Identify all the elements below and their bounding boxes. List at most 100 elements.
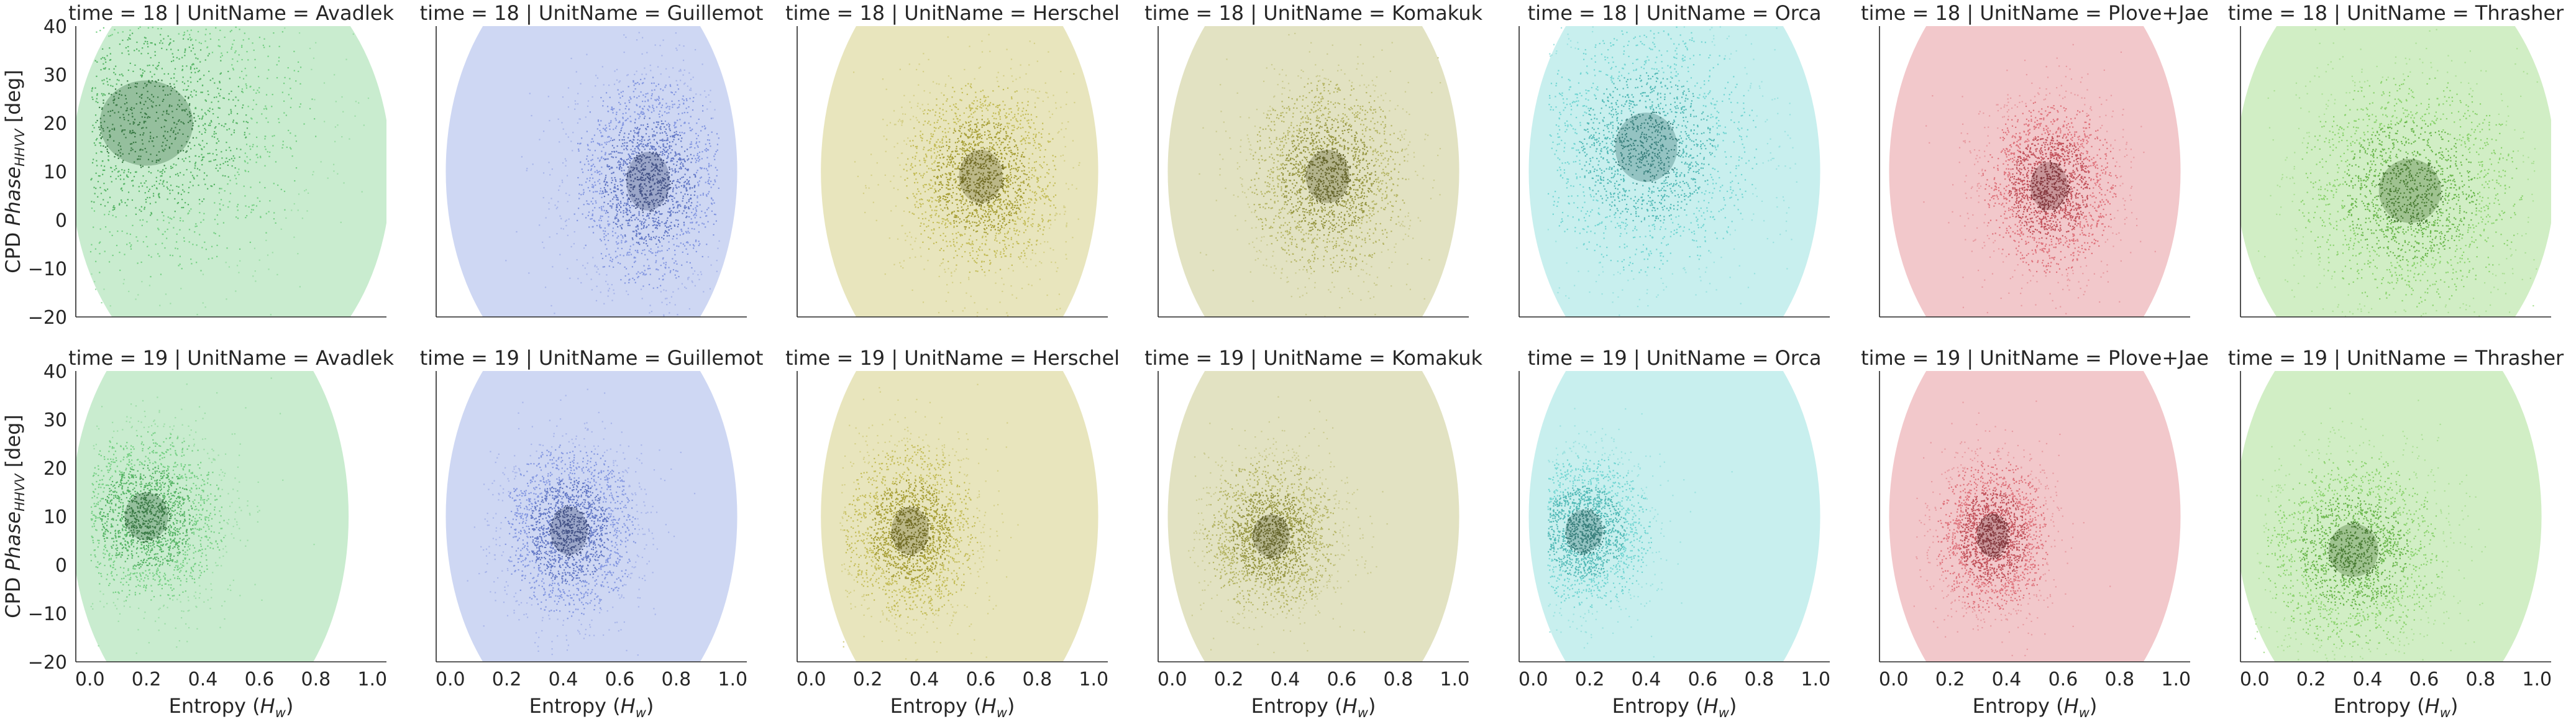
- facet-panel-t19-komakuk: time = 19 | UnitName = Komakuk 0.0 0.2 0.4 0…: [1144, 346, 1483, 719]
- y-tick-label: 20: [43, 458, 67, 480]
- scatter-points: [2254, 393, 2487, 662]
- x-tick-label: 0.2: [1214, 669, 1244, 690]
- facet-title: time = 19 | UnitName = Avadlek: [68, 346, 394, 370]
- x-axis-label: Entropy (Hw): [529, 694, 654, 719]
- x-tick-label: 0.4: [1271, 669, 1300, 690]
- facet-title: time = 18 | UnitName = Komakuk: [1144, 1, 1483, 25]
- facet-title: time = 18 | UnitName = Thrasher: [2228, 1, 2564, 25]
- density-peak: [1615, 112, 1678, 182]
- y-axis-label: CPD PhaseHHVV [deg]: [1, 70, 27, 273]
- y-tick-label: −10: [28, 259, 67, 280]
- density-peak: [2030, 162, 2068, 211]
- x-tick-label: 0.0: [2240, 669, 2270, 690]
- x-tick-label: 1.0: [357, 669, 387, 690]
- x-tick-label: 0.0: [436, 669, 465, 690]
- facet-title: time = 19 | UnitName = Guillemot: [420, 346, 764, 370]
- x-tick-label: 0.6: [605, 669, 635, 690]
- x-tick-label: 0.8: [1384, 669, 1414, 690]
- density-wash: [445, 371, 738, 662]
- x-tick-label: 0.4: [2353, 669, 2383, 690]
- x-tick-label: 0.2: [132, 669, 162, 690]
- x-tick-label: 0.6: [966, 669, 996, 690]
- x-tick-label: 0.6: [1327, 669, 1357, 690]
- scatter-points: [90, 377, 315, 654]
- x-axis-label: Entropy (Hw): [1973, 694, 2098, 719]
- scatter-points: [1913, 400, 2111, 657]
- density-peak: [626, 152, 670, 211]
- x-tick-label: 0.0: [1879, 669, 1909, 690]
- scatter-points: [839, 383, 1019, 661]
- density-peak: [1305, 149, 1350, 203]
- x-axis-label: Entropy (Hw): [1251, 694, 1376, 719]
- facet-panel-t18-guillemot: time = 18 | UnitName = Guillemot: [420, 1, 764, 318]
- y-tick-label: −20: [28, 307, 67, 329]
- y-tick-label: 0: [55, 555, 67, 577]
- facet-panel-t18-plove-jae: time = 18 | UnitName = Plove+Jae: [1861, 1, 2209, 318]
- facet-title: time = 19 | UnitName = Plove+Jae: [1861, 346, 2209, 370]
- x-tick-label: 0.6: [245, 669, 275, 690]
- scatter-points: [2258, 29, 2538, 317]
- density-wash: [1167, 26, 1459, 317]
- x-tick-label: 1.0: [718, 669, 747, 690]
- x-tick-label: 1.0: [2161, 669, 2191, 690]
- facet-panel-t19-thrasher: time = 19 | UnitName = Thrasher 0.0 0.2 0.4…: [2228, 346, 2564, 719]
- x-tick-label: 0.2: [1575, 669, 1605, 690]
- facet-panel-t19-avadlek: time = 19 | UnitName = Avadlek −20 −10 0 10 2…: [1, 346, 394, 719]
- scatter-points: [1547, 408, 1733, 658]
- facet-title: time = 18 | UnitName = Guillemot: [420, 1, 764, 25]
- x-tick-label: 0.8: [1023, 669, 1053, 690]
- facet-panel-t19-plove-jae: time = 19 | UnitName = Plove+Jae 0.0 0.2 0.…: [1861, 346, 2209, 719]
- density-peak: [550, 506, 588, 556]
- x-tick-label: 0.2: [492, 669, 522, 690]
- scatter-points: [1188, 396, 1388, 654]
- x-tick-label: 1.0: [1440, 669, 1469, 690]
- x-tick-label: 1.0: [2522, 669, 2552, 690]
- x-tick-label: 0.8: [2466, 669, 2496, 690]
- y-tick-label: 30: [43, 65, 67, 86]
- scatter-points: [467, 388, 696, 656]
- facet-title: time = 18 | UnitName = Herschel: [785, 1, 1120, 25]
- density-peak: [2378, 158, 2441, 223]
- scatter-points: [89, 26, 370, 316]
- y-tick-label: 10: [43, 506, 67, 528]
- density-peak: [959, 149, 1003, 203]
- density-peak: [2328, 523, 2378, 577]
- x-tick-label: 0.2: [1935, 669, 1965, 690]
- scatter-points: [1923, 44, 2156, 314]
- x-tick-label: 0.0: [75, 669, 105, 690]
- x-tick-label: 0.6: [2048, 669, 2078, 690]
- density-wash: [445, 26, 738, 317]
- density-peak: [1976, 514, 2008, 557]
- x-tick-label: 0.0: [797, 669, 826, 690]
- density-wash: [1167, 371, 1459, 662]
- density-wash: [1528, 26, 1820, 317]
- density-peak: [1252, 514, 1290, 557]
- facet-panel-t19-herschel: time = 19 | UnitName = Herschel 0.0 0.2 0.4…: [785, 346, 1120, 719]
- facet-panel-t18-komakuk: time = 18 | UnitName = Komakuk: [1144, 1, 1483, 318]
- x-tick-label: 1.0: [1079, 669, 1108, 690]
- facet-title: time = 19 | UnitName = Orca: [1528, 346, 1822, 370]
- x-tick-label: 0.6: [1688, 669, 1718, 690]
- x-tick-label: 0.0: [1158, 669, 1187, 690]
- density-peak: [1565, 510, 1603, 552]
- x-tick-label: 0.2: [2296, 669, 2326, 690]
- facet-title: time = 19 | UnitName = Herschel: [785, 346, 1120, 370]
- x-axis-label: Entropy (Hw): [890, 694, 1015, 719]
- scatter-points: [1199, 32, 1441, 317]
- x-tick-label: 0.8: [2105, 669, 2135, 690]
- x-tick-label: 0.6: [2409, 669, 2439, 690]
- facet-panel-t18-thrasher: time = 18 | UnitName = Thrasher: [2228, 1, 2564, 318]
- x-tick-label: 0.4: [188, 669, 218, 690]
- density-wash: [1889, 371, 2181, 662]
- x-tick-label: 0.8: [301, 669, 331, 690]
- y-tick-label: 10: [43, 162, 67, 183]
- x-axis-label: Entropy (Hw): [169, 694, 294, 719]
- density-wash: [76, 371, 349, 662]
- x-tick-label: 0.4: [1992, 669, 2022, 690]
- density-peak: [99, 80, 193, 166]
- x-tick-label: 0.4: [1632, 669, 1661, 690]
- facet-title: time = 18 | UnitName = Orca: [1528, 1, 1822, 25]
- scatter-points: [1547, 26, 1797, 316]
- x-axis-label: Entropy (Hw): [2334, 694, 2459, 719]
